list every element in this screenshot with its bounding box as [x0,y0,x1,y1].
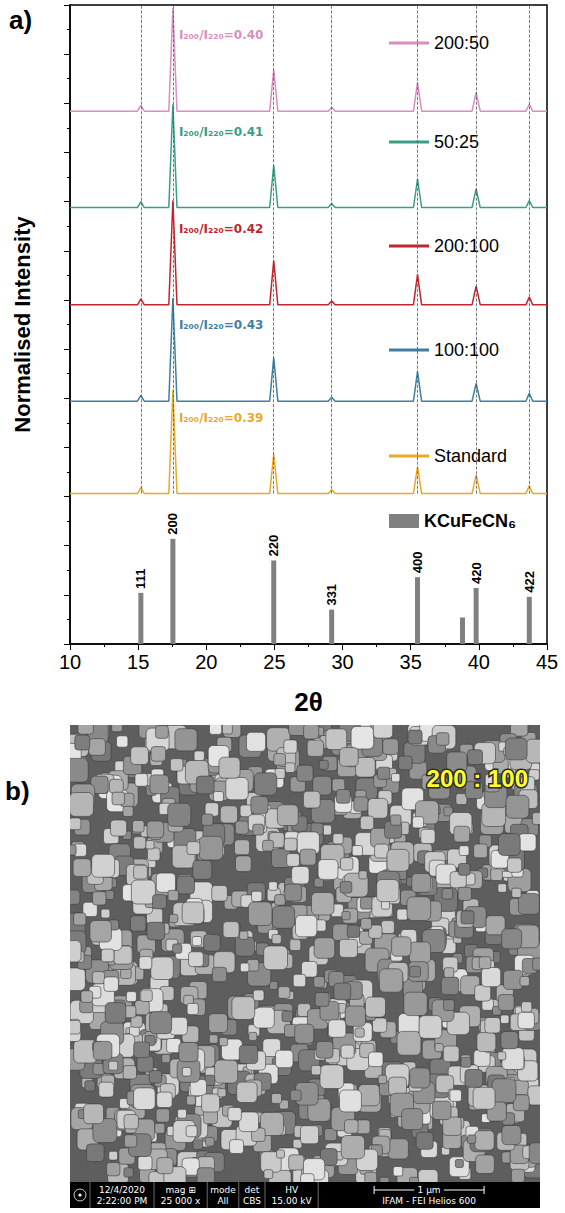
svg-text:15.00 kV: 15.00 kV [272,1196,313,1206]
svg-text:det: det [245,1185,260,1195]
svg-text:a): a) [9,5,32,35]
svg-text:All: All [217,1196,228,1206]
svg-text:50:25: 50:25 [434,132,479,152]
svg-text:b): b) [5,776,30,806]
svg-text:I₂₀₀/I₂₂₀=0.43: I₂₀₀/I₂₂₀=0.43 [179,318,264,332]
svg-text:111: 111 [133,569,148,589]
svg-text:Normalised Intensity: Normalised Intensity [10,216,35,433]
svg-text:mode: mode [210,1185,236,1195]
svg-text:30: 30 [331,651,353,673]
svg-text:2θ: 2θ [294,687,323,717]
svg-text:10: 10 [59,651,81,673]
svg-text:420: 420 [469,562,484,584]
svg-text:15: 15 [127,651,149,673]
svg-text:Standard: Standard [434,446,507,466]
svg-text:40: 40 [468,651,490,673]
svg-text:25: 25 [263,651,285,673]
svg-text:I₂₀₀/I₂₂₀=0.40: I₂₀₀/I₂₂₀=0.40 [179,28,264,42]
svg-text:400: 400 [410,551,425,573]
svg-text:422: 422 [522,571,537,593]
svg-text:CBS: CBS [243,1196,261,1206]
svg-text:12/4/2020: 12/4/2020 [99,1185,145,1195]
svg-text:HV: HV [285,1185,299,1195]
svg-text:45: 45 [536,651,558,673]
svg-text:mag ⊞: mag ⊞ [165,1185,195,1195]
svg-text:200:100: 200:100 [434,236,499,256]
svg-text:20: 20 [195,651,217,673]
svg-text:100:100: 100:100 [434,340,499,360]
svg-text:IFAM - FEI Helios 600: IFAM - FEI Helios 600 [382,1196,476,1206]
svg-text:25 000 x: 25 000 x [161,1196,201,1206]
svg-text:1 µm: 1 µm [418,1185,441,1195]
svg-text:I₂₀₀/I₂₂₀=0.39: I₂₀₀/I₂₂₀=0.39 [179,411,264,425]
svg-text:220: 220 [266,535,281,557]
svg-text:35: 35 [400,651,422,673]
svg-text:I₂₀₀/I₂₂₀=0.41: I₂₀₀/I₂₂₀=0.41 [179,125,264,139]
svg-text:200 : 100: 200 : 100 [427,765,528,792]
svg-text:200: 200 [165,513,180,535]
svg-text:I₂₀₀/I₂₂₀=0.42: I₂₀₀/I₂₂₀=0.42 [179,222,264,236]
svg-text:2:22:00 PM: 2:22:00 PM [97,1196,148,1206]
svg-text:200:50: 200:50 [434,33,489,53]
svg-text:331: 331 [324,584,339,606]
svg-text:KCuFeCN₆: KCuFeCN₆ [424,511,516,531]
